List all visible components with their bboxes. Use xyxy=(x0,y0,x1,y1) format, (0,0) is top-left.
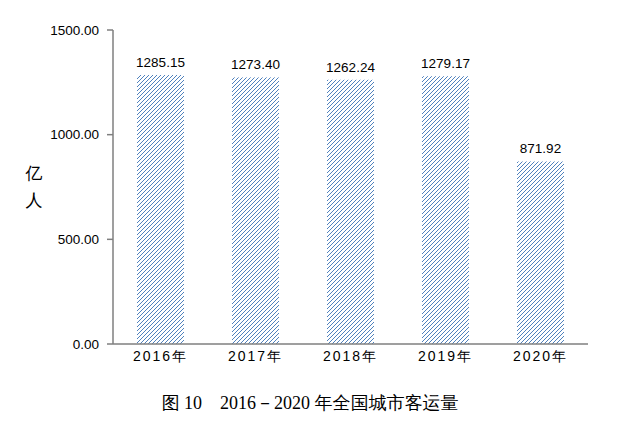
y-axis-unit-label: 亿 人 xyxy=(20,160,48,214)
bar-2018年 xyxy=(327,80,374,344)
y-axis-tick-label-500: 500.00 xyxy=(58,232,99,247)
y-axis-tick-label-1500: 1500.00 xyxy=(50,23,99,38)
bar-value-label-2018年: 1262.24 xyxy=(326,60,375,75)
x-axis-label-2020年: 2020年 xyxy=(513,348,568,364)
y-axis-tick-label-1000: 1000.00 xyxy=(50,127,99,142)
figure-caption: 图 10 2016－2020 年全国城市客运量 xyxy=(0,391,620,415)
x-axis-label-2017年: 2017年 xyxy=(228,348,283,364)
bar-value-label-2017年: 1273.40 xyxy=(231,57,280,72)
y-axis-unit-line-1: 亿 xyxy=(20,160,48,187)
bar-value-label-2019年: 1279.17 xyxy=(421,56,470,71)
bar-2019年 xyxy=(422,76,469,344)
y-axis-tick-label-0: 0.00 xyxy=(73,337,99,352)
figure: 1285.15 2016年 1273.40 2017年 1262.24 2018年 1279… xyxy=(0,0,620,425)
x-axis-label-2016年: 2016年 xyxy=(133,348,188,364)
y-axis-unit-line-2: 人 xyxy=(20,187,48,214)
bar-chart: 1285.15 2016年 1273.40 2017年 1262.24 2018年 1279… xyxy=(0,0,620,425)
bar-value-label-2016年: 1285.15 xyxy=(136,55,185,70)
bar-value-label-2020年: 871.92 xyxy=(520,141,561,156)
bar-2016年 xyxy=(137,75,184,344)
x-axis-label-2018年: 2018年 xyxy=(323,348,378,364)
bar-2017年 xyxy=(232,77,279,344)
bar-2020年 xyxy=(517,161,564,344)
x-axis-label-2019年: 2019年 xyxy=(418,348,473,364)
